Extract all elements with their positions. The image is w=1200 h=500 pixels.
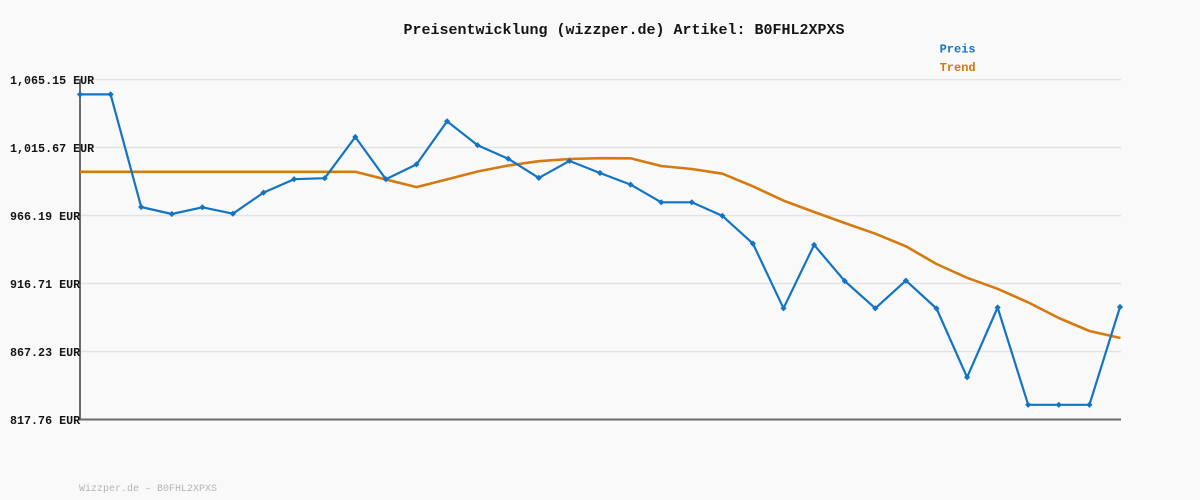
svg-text:Preisentwicklung (wizzper.de): Preisentwicklung (wizzper.de) Artikel: B… (403, 22, 844, 39)
svg-text:Preis: Preis (940, 42, 976, 56)
svg-text:Wizzper.de – B0FHL2XPXS: Wizzper.de – B0FHL2XPXS (79, 483, 217, 495)
svg-text:966.19 EUR: 966.19 EUR (10, 210, 80, 224)
svg-text:1,065.15 EUR: 1,065.15 EUR (10, 74, 94, 88)
svg-text:867.23 EUR: 867.23 EUR (10, 346, 80, 360)
svg-text:1,015.67 EUR: 1,015.67 EUR (10, 142, 94, 156)
svg-text:Trend: Trend (940, 61, 976, 75)
svg-text:916.71 EUR: 916.71 EUR (10, 278, 80, 292)
svg-text:817.76 EUR: 817.76 EUR (10, 414, 80, 428)
